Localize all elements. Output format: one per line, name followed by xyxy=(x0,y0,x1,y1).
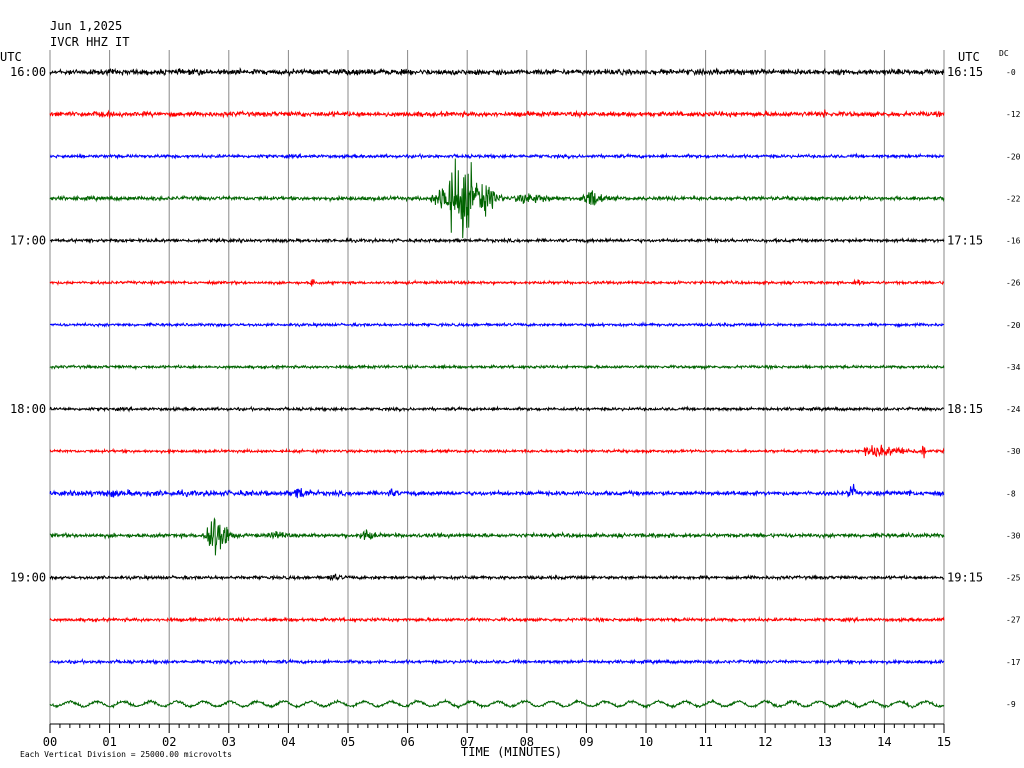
x-tick-label: 14 xyxy=(877,735,891,749)
trace-line xyxy=(49,658,945,666)
station-label: IVCR HHZ IT xyxy=(50,35,130,49)
trace-line xyxy=(49,158,945,239)
trace-line xyxy=(49,363,945,371)
trace-line xyxy=(49,698,945,710)
dc-offset-label: -12 xyxy=(1006,110,1021,119)
hour-label-right: 16:15 xyxy=(947,65,983,79)
x-tick-label: 15 xyxy=(937,735,951,749)
x-tick-label: 08 xyxy=(520,735,534,749)
x-tick-label: 00 xyxy=(43,735,57,749)
hour-label-left: 19:00 xyxy=(10,571,46,585)
dc-offset-label: -17 xyxy=(1006,658,1021,667)
dc-offset-label: -30 xyxy=(1006,531,1021,540)
trace-line xyxy=(49,517,945,556)
hour-label-right: 18:15 xyxy=(947,402,983,416)
dc-offset-label: -30 xyxy=(1006,447,1021,456)
dc-offset-label: -26 xyxy=(1006,279,1021,288)
dc-offset-label: -8 xyxy=(1006,489,1016,498)
x-tick-label: 09 xyxy=(579,735,593,749)
trace-line xyxy=(49,67,945,77)
x-tick-label: 13 xyxy=(818,735,832,749)
x-axis-label: TIME (MINUTES) xyxy=(461,745,563,759)
dc-offset-label: -22 xyxy=(1006,194,1021,203)
trace-line xyxy=(49,483,945,499)
x-tick-label: 05 xyxy=(341,735,355,749)
left-utc-label: UTC xyxy=(0,50,22,64)
hour-label-right: 19:15 xyxy=(947,571,983,585)
trace-line xyxy=(49,405,945,413)
trace-line xyxy=(50,152,945,160)
trace-line xyxy=(49,444,945,459)
trace-line xyxy=(49,236,945,245)
x-tick-label: 03 xyxy=(222,735,236,749)
dc-offset-label: -27 xyxy=(1006,616,1021,625)
hour-label-right: 17:15 xyxy=(947,234,983,248)
scale-note: Each Vertical Division = 25000.00 microv… xyxy=(20,750,232,759)
x-tick-label: 07 xyxy=(460,735,474,749)
hour-label-left: 17:00 xyxy=(10,234,46,248)
x-tick-label: 01 xyxy=(102,735,116,749)
dc-offset-label: -34 xyxy=(1006,363,1021,372)
trace-line xyxy=(49,615,945,624)
right-utc-label: UTC xyxy=(958,50,980,64)
x-tick-label: 12 xyxy=(758,735,772,749)
hour-label-left: 16:00 xyxy=(10,65,46,79)
trace-line xyxy=(49,278,945,287)
dc-offset-label: -16 xyxy=(1006,237,1021,246)
trace-line xyxy=(49,573,945,582)
hour-label-left: 18:00 xyxy=(10,402,46,416)
x-tick-label: 02 xyxy=(162,735,176,749)
dc-offset-label: -20 xyxy=(1006,321,1021,330)
x-tick-label: 04 xyxy=(281,735,295,749)
date-label: Jun 1,2025 xyxy=(50,19,123,33)
dc-offset-label: -20 xyxy=(1006,152,1021,161)
trace-line xyxy=(49,321,945,329)
dc-offset-label: -0 xyxy=(1006,68,1016,77)
dc-offset-label: -24 xyxy=(1006,405,1021,414)
x-tick-label: 06 xyxy=(400,735,414,749)
dc-label: DC xyxy=(999,49,1009,58)
x-tick-label: 10 xyxy=(639,735,653,749)
x-tick-label: 11 xyxy=(698,735,712,749)
dc-offset-label: -25 xyxy=(1006,574,1021,583)
trace-line xyxy=(49,109,945,119)
dc-offset-label: -9 xyxy=(1006,700,1016,709)
